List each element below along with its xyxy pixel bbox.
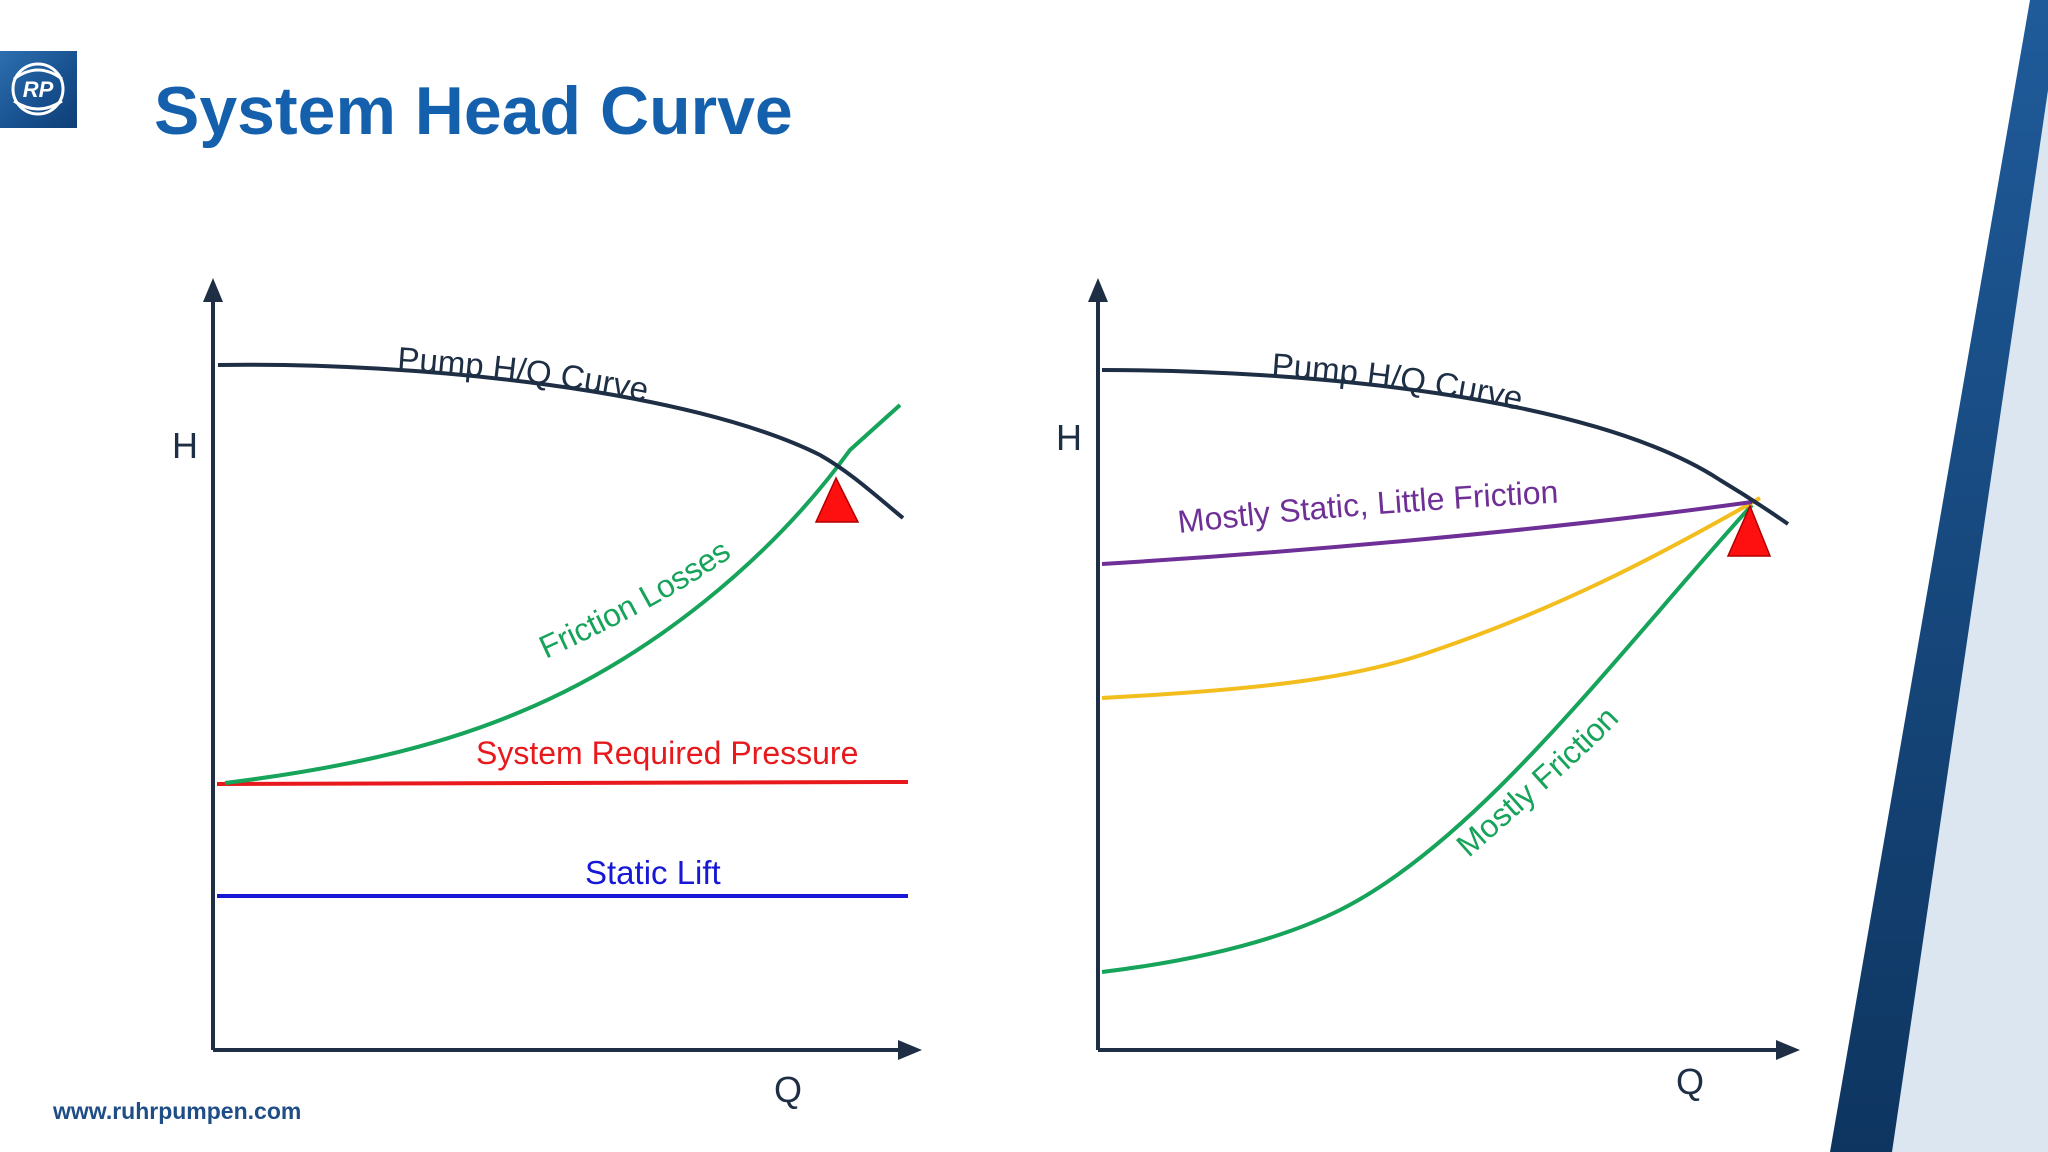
right-diagram: H Q Mostly Friction Mostly Static, Littl… bbox=[1056, 278, 1800, 1102]
right-y-axis-arrow bbox=[1088, 278, 1108, 302]
system-pressure-label: System Required Pressure bbox=[476, 735, 858, 771]
left-diagram: H Q Static Lift System Required Pressure… bbox=[172, 278, 922, 1110]
friction-losses-curve bbox=[224, 403, 902, 785]
right-pump-hq-curve bbox=[1101, 368, 1790, 526]
left-pump-hq-curve bbox=[217, 362, 905, 520]
logo-mark: RP bbox=[11, 62, 65, 116]
mostly-friction-label: Mostly Friction bbox=[1449, 700, 1625, 864]
footer-website: www.ruhrpumpen.com bbox=[53, 1098, 302, 1124]
intermediate-system-curve bbox=[1101, 496, 1761, 700]
decorative-stripe bbox=[1830, 0, 2048, 1152]
company-logo: RP bbox=[0, 51, 77, 128]
slide-title: System Head Curve bbox=[154, 73, 793, 149]
left-y-axis-arrow bbox=[203, 278, 223, 302]
left-x-axis-arrow bbox=[898, 1040, 922, 1060]
left-operating-point bbox=[814, 476, 860, 523]
left-pump-curve-label: Pump H/Q Curve bbox=[396, 340, 651, 408]
right-operating-point bbox=[1726, 504, 1772, 557]
right-y-axis-label: H bbox=[1056, 417, 1082, 458]
static-lift-label: Static Lift bbox=[585, 854, 721, 891]
left-x-axis-label: Q bbox=[774, 1069, 802, 1110]
system-pressure-line bbox=[216, 780, 909, 786]
left-y-axis-label: H bbox=[172, 425, 198, 466]
right-x-axis-arrow bbox=[1776, 1040, 1800, 1060]
mostly-friction-curve bbox=[1101, 503, 1754, 974]
right-x-axis-label: Q bbox=[1676, 1061, 1704, 1102]
mostly-static-curve bbox=[1101, 500, 1753, 566]
logo-text: RP bbox=[23, 77, 54, 102]
right-pump-curve-label: Pump H/Q Curve bbox=[1270, 346, 1526, 417]
light-stripe-inner bbox=[1892, 90, 2048, 1152]
